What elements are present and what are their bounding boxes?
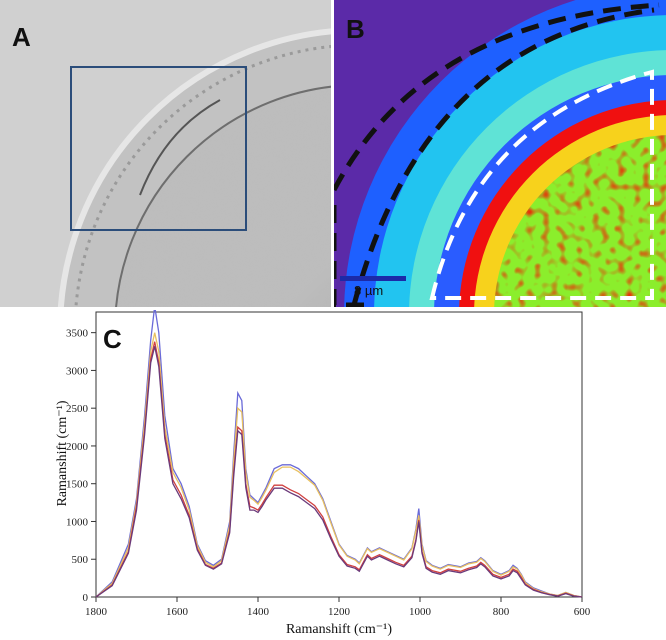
- y-tick-label: 3000: [66, 365, 89, 377]
- raman-heatmap: [334, 0, 666, 307]
- panel-c-spectra: C 1800 1600 1400 1200 1000 800 600 0 500 1000 1500…: [0, 310, 666, 640]
- panel-b-raman-map: B 8 µm: [334, 0, 666, 307]
- panel-a-micrograph: A: [0, 0, 331, 307]
- y-tick-label: 2000: [66, 441, 89, 453]
- y-tick-label: 3500: [66, 328, 89, 340]
- core-contour: [429, 69, 654, 300]
- outer-contour: [334, 2, 660, 192]
- scale-bar: [340, 276, 406, 281]
- x-tick-label: 1400: [247, 606, 270, 618]
- x-tick-label: 1800: [85, 606, 108, 618]
- micrograph-image: [0, 0, 331, 307]
- scale-bar-label: 8 µm: [354, 283, 384, 298]
- x-axis-label: Ramanshift (cm⁻¹): [286, 622, 392, 637]
- raman-spectra-chart: 1800 1600 1400 1200 1000 800 600 0 500 1000 1500 20…: [55, 310, 591, 637]
- y-tick-label: 1000: [66, 516, 89, 528]
- series-line-purple: [95, 346, 583, 598]
- y-tick-label: 2500: [66, 403, 89, 415]
- y-tick-label: 1500: [66, 479, 89, 491]
- y-tick-label: 0: [83, 592, 89, 604]
- inner-contour: [351, 7, 655, 306]
- series-line-yellow: [95, 332, 583, 598]
- x-tick-label: 800: [493, 606, 510, 618]
- y-axis-label: Ramanshift (cm⁻¹): [55, 400, 70, 506]
- series-line-red: [95, 341, 583, 598]
- y-tick-label: 500: [72, 554, 89, 566]
- x-tick-label: 600: [574, 606, 591, 618]
- panel-c-label: C: [103, 324, 122, 354]
- panel-b-label: B: [346, 14, 365, 44]
- x-tick-label: 1000: [409, 606, 432, 618]
- x-tick-label: 1600: [166, 606, 189, 618]
- roi-box: [70, 66, 247, 231]
- x-tick-label: 1200: [328, 606, 351, 618]
- panel-a-label: A: [12, 22, 31, 52]
